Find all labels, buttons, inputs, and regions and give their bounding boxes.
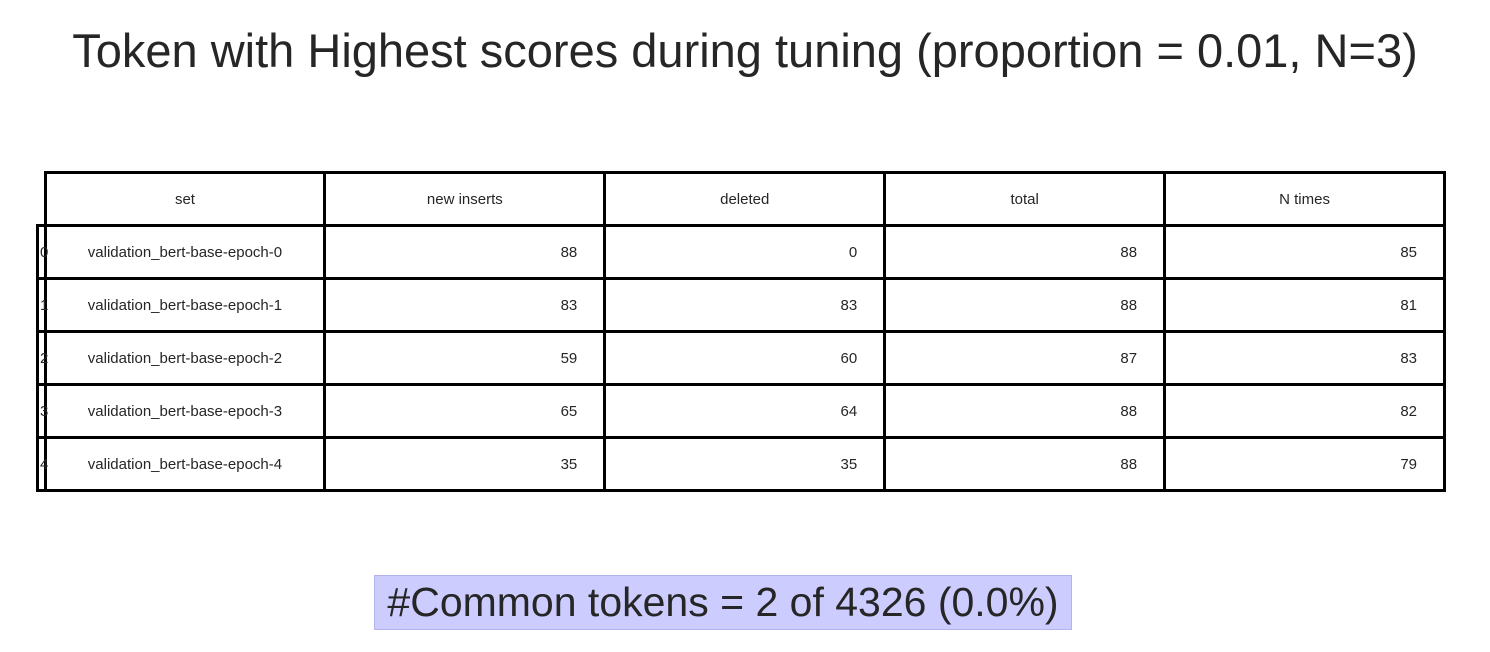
cell-new-inserts: 59: [323, 330, 607, 386]
cell-total: 88: [883, 383, 1167, 439]
row-index: 1: [36, 277, 48, 333]
results-table: set new inserts deleted total N times 0 …: [36, 171, 1446, 492]
row-index: 4: [36, 436, 48, 492]
cell-deleted: 35: [603, 436, 887, 492]
cell-total: 88: [883, 436, 1167, 492]
cell-deleted: 64: [603, 383, 887, 439]
row-index: 2: [36, 330, 48, 386]
cell-n-times: 85: [1163, 224, 1446, 280]
cell-new-inserts: 65: [323, 383, 607, 439]
cell-n-times: 79: [1163, 436, 1446, 492]
cell-new-inserts: 83: [323, 277, 607, 333]
chart-title: Token with Highest scores during tuning …: [72, 24, 1418, 77]
cell-deleted: 60: [603, 330, 887, 386]
table-row: 4 validation_bert-base-epoch-4 35 35 88 …: [36, 436, 1446, 492]
column-header-deleted: deleted: [603, 171, 887, 227]
cell-deleted: 0: [603, 224, 887, 280]
results-table-container: set new inserts deleted total N times 0 …: [36, 171, 1446, 492]
column-header-new-inserts: new inserts: [323, 171, 607, 227]
column-header-total: total: [883, 171, 1167, 227]
cell-new-inserts: 88: [323, 224, 607, 280]
cell-deleted: 83: [603, 277, 887, 333]
table-header-row: set new inserts deleted total N times: [37, 171, 1446, 227]
cell-n-times: 81: [1163, 277, 1446, 333]
common-tokens-summary: #Common tokens = 2 of 4326 (0.0%): [374, 575, 1072, 630]
cell-set: validation_bert-base-epoch-3: [43, 383, 327, 439]
table-row: 3 validation_bert-base-epoch-3 65 64 88 …: [36, 383, 1446, 439]
cell-total: 88: [883, 224, 1167, 280]
cell-n-times: 83: [1163, 330, 1446, 386]
index-header: [37, 172, 45, 227]
cell-n-times: 82: [1163, 383, 1446, 439]
cell-total: 87: [883, 330, 1167, 386]
row-index: 0: [36, 224, 48, 280]
cell-set: validation_bert-base-epoch-0: [43, 224, 327, 280]
row-index: 3: [36, 383, 48, 439]
column-header-set: set: [43, 171, 327, 227]
cell-new-inserts: 35: [323, 436, 607, 492]
cell-total: 88: [883, 277, 1167, 333]
cell-set: validation_bert-base-epoch-2: [43, 330, 327, 386]
cell-set: validation_bert-base-epoch-1: [43, 277, 327, 333]
table-row: 2 validation_bert-base-epoch-2 59 60 87 …: [36, 330, 1446, 386]
table-row: 0 validation_bert-base-epoch-0 88 0 88 8…: [36, 224, 1446, 280]
cell-set: validation_bert-base-epoch-4: [43, 436, 327, 492]
column-header-n-times: N times: [1163, 171, 1446, 227]
table-row: 1 validation_bert-base-epoch-1 83 83 88 …: [36, 277, 1446, 333]
